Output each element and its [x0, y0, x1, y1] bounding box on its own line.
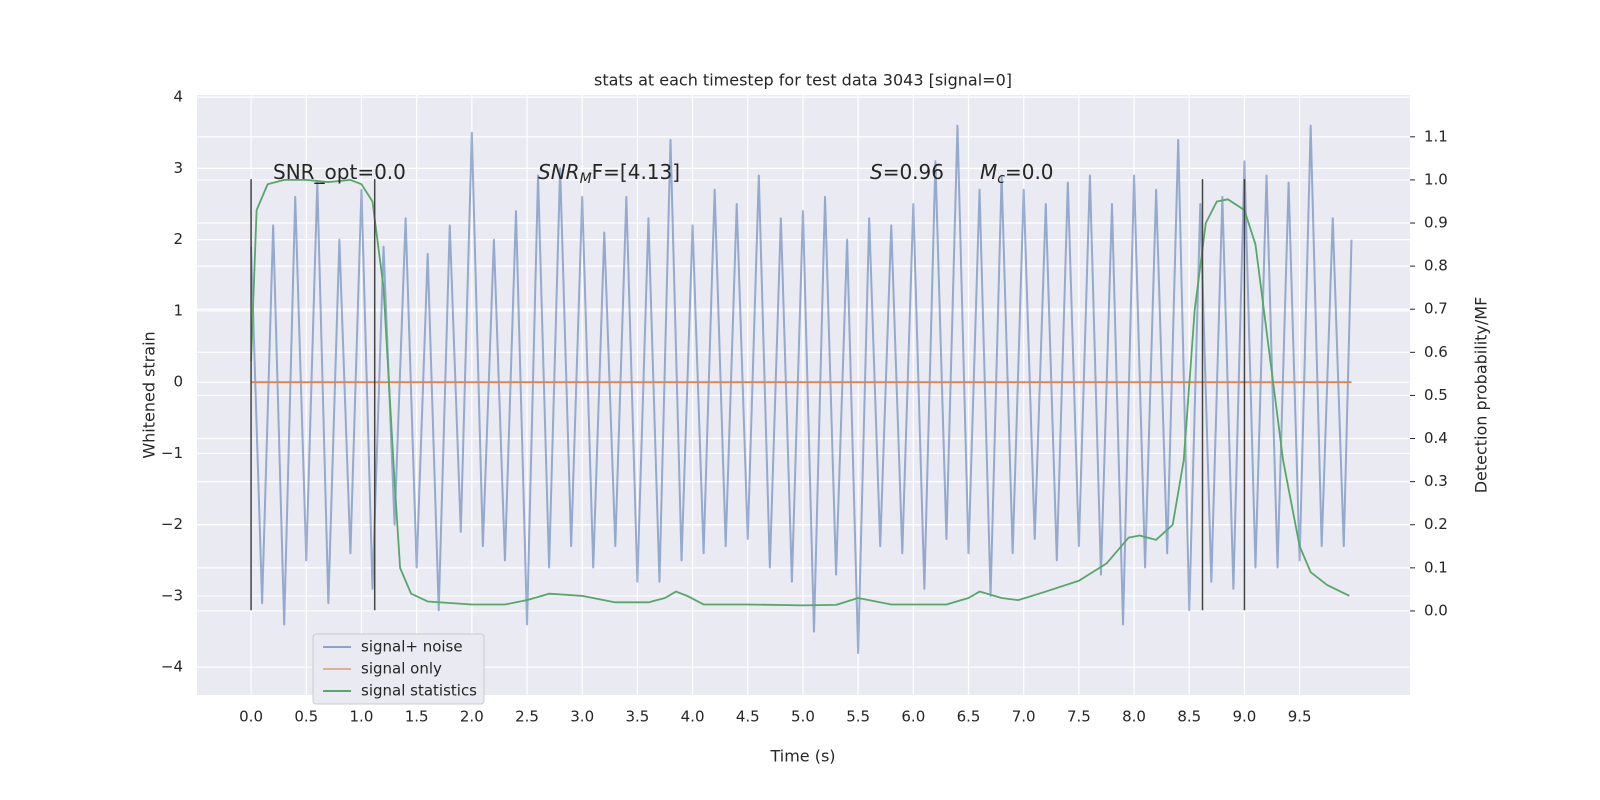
x-tick-label: 8.0	[1122, 708, 1146, 726]
legend-label: signal statistics	[361, 682, 477, 700]
x-tick-label: 6.5	[957, 708, 981, 726]
annotation: SNRMF=[4.13]	[538, 160, 680, 188]
y-tick-label: 3	[173, 159, 183, 177]
x-tick-label: 7.0	[1012, 708, 1036, 726]
y2-tick-label: 0.3	[1424, 472, 1448, 490]
annotation-part: c	[997, 171, 1005, 187]
y2-tick-label: 1.0	[1424, 170, 1448, 188]
y-tick-label: 2	[173, 230, 183, 248]
x-tick-label: 9.0	[1233, 708, 1257, 726]
y2-tick-label: 1.1	[1424, 127, 1448, 145]
legend-label: signal only	[361, 660, 442, 678]
annotation: Mc=0.0	[980, 160, 1054, 188]
y2-tick-label: 0.9	[1424, 214, 1448, 232]
annotation-part: =0.96	[883, 160, 944, 184]
y-tick-label: 1	[173, 301, 183, 319]
annotation-part: F=[4.13]	[592, 160, 680, 184]
x-tick-label: 0.5	[294, 708, 318, 726]
legend-box	[312, 633, 485, 705]
y-tick-label: −1	[161, 444, 183, 462]
y2-tick-label: 0.1	[1424, 558, 1448, 576]
y2-tick-label: 0.2	[1424, 515, 1448, 533]
y2-tick-label: 0.7	[1424, 300, 1448, 318]
y2-tick-label: 0.4	[1424, 429, 1448, 447]
x-tick-label: 3.5	[625, 708, 649, 726]
annotation-part: =0.0	[1005, 160, 1054, 184]
x-axis-label: Time (s)	[769, 747, 835, 766]
x-tick-label: 5.0	[791, 708, 815, 726]
x-tick-label: 1.0	[350, 708, 374, 726]
annotation-part: M	[980, 160, 997, 184]
x-tick-label: 7.5	[1067, 708, 1091, 726]
annotation-part: SNR_opt=0.0	[273, 160, 406, 184]
annotation: SNR_opt=0.0	[273, 160, 406, 184]
y-tick-label: 0	[173, 373, 183, 391]
x-tick-label: 8.5	[1177, 708, 1201, 726]
y2-tick-label: 0.0	[1424, 601, 1448, 619]
x-tick-label: 4.0	[681, 708, 705, 726]
x-tick-label: 2.5	[515, 708, 539, 726]
legend-label: signal+ noise	[361, 638, 463, 656]
x-tick-label: 3.0	[570, 708, 594, 726]
y2-tick-label: 0.5	[1424, 386, 1448, 404]
series-line	[250, 179, 1350, 607]
y2-tick-label: 0.6	[1424, 343, 1448, 361]
x-tick-label: 6.0	[901, 708, 925, 726]
x-tick-label: 9.5	[1288, 708, 1312, 726]
y2-tick-label: 0.8	[1424, 257, 1448, 275]
annotation-part: S	[870, 160, 883, 184]
y-axis-label: Whitened strain	[140, 331, 159, 458]
y-tick-label: −3	[161, 586, 183, 604]
y-tick-label: −2	[161, 515, 183, 533]
x-tick-label: 5.5	[846, 708, 870, 726]
series-line	[250, 124, 1353, 654]
x-tick-label: 1.5	[405, 708, 429, 726]
y-tick-label: −4	[161, 658, 183, 676]
y-tick-label: 4	[173, 88, 183, 106]
x-tick-label: 0.0	[239, 708, 263, 726]
x-tick-label: 2.0	[460, 708, 484, 726]
annotation-part: SNR	[538, 160, 580, 184]
y2-axis-label: Detection probability/MF	[1472, 297, 1491, 494]
annotation: S=0.96	[870, 160, 944, 184]
x-tick-label: 4.5	[736, 708, 760, 726]
chart-title: stats at each timestep for test data 304…	[594, 71, 1012, 90]
annotation-part: M	[580, 171, 592, 187]
